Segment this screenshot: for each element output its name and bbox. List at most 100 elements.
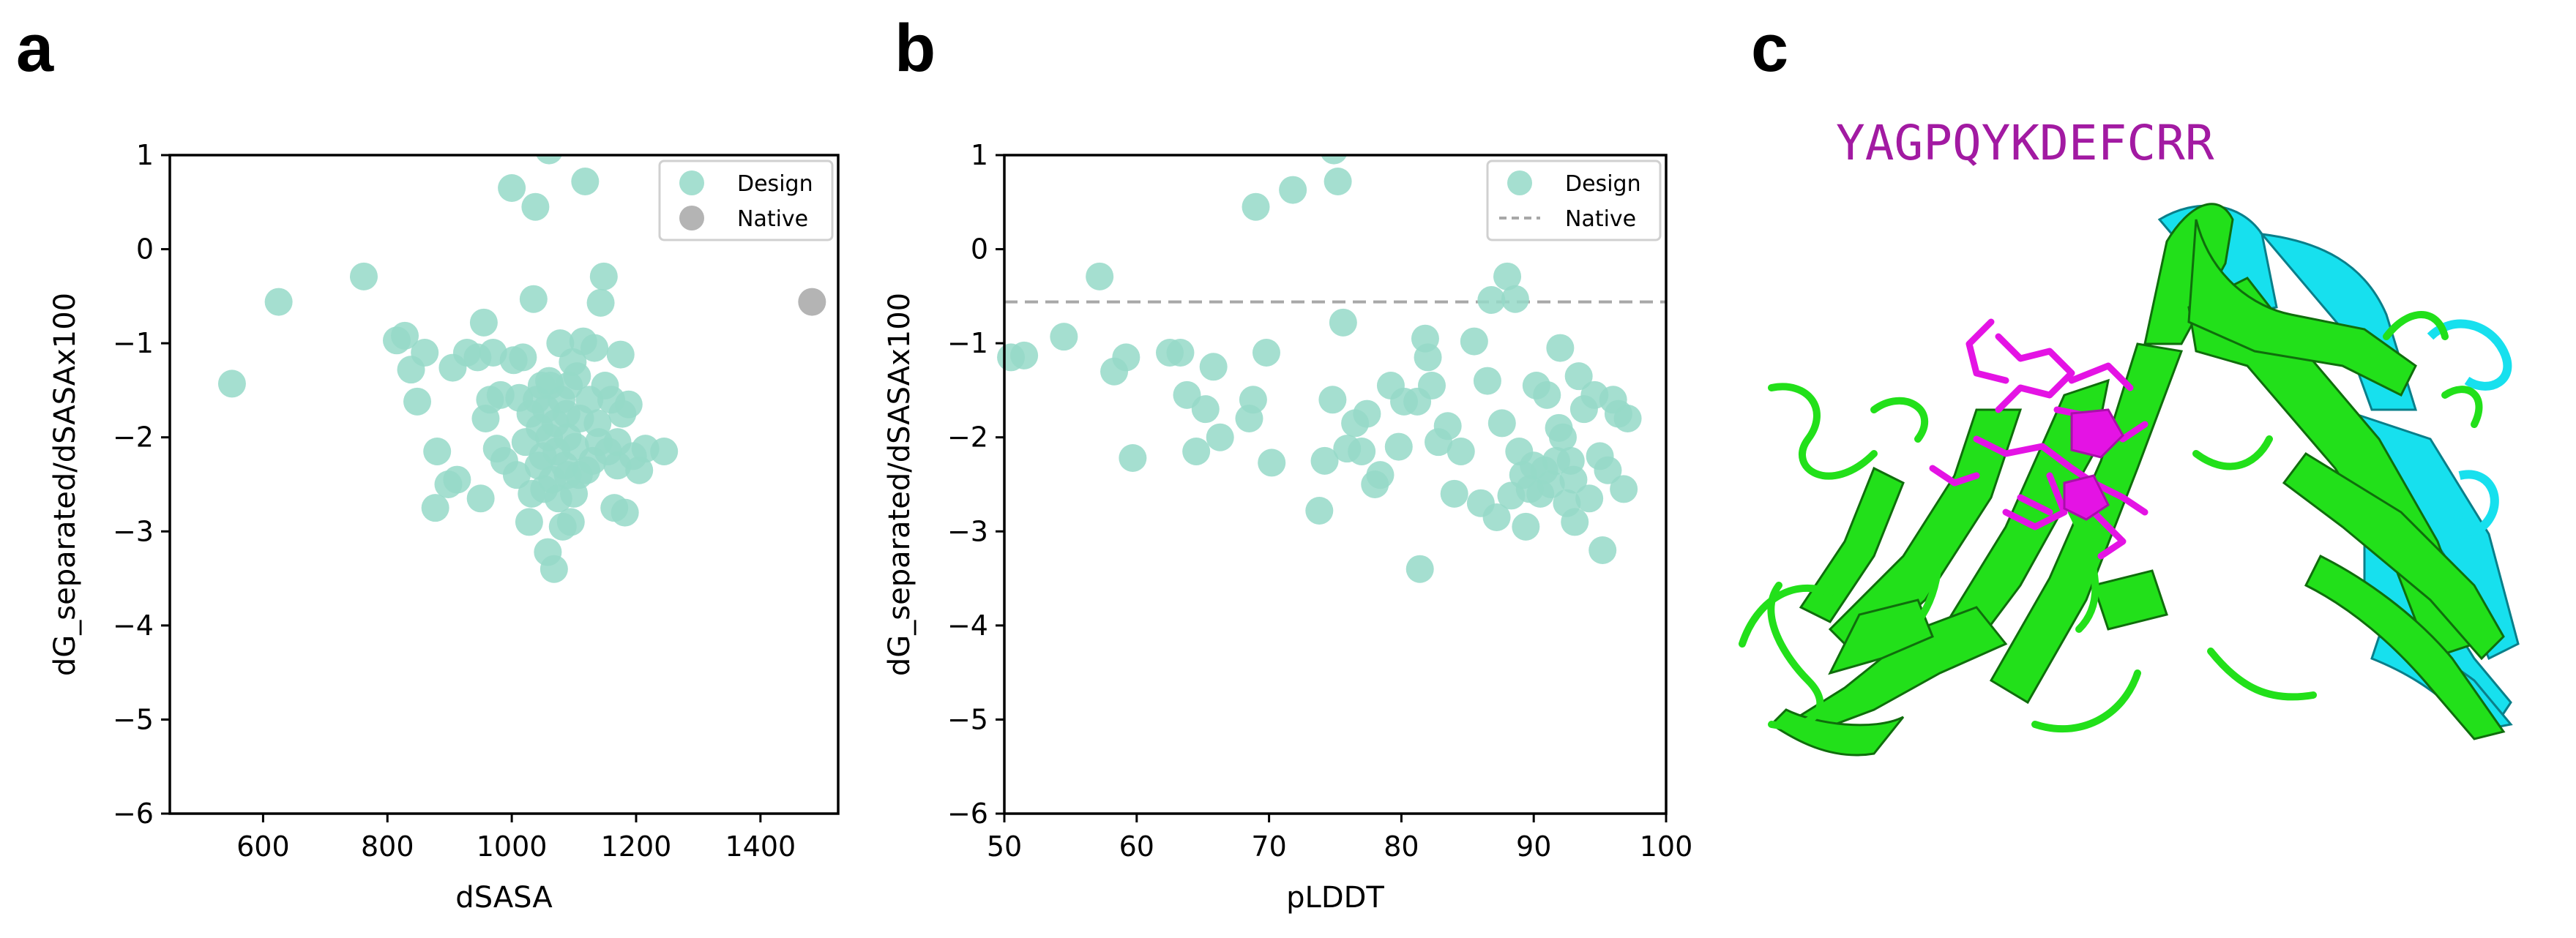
design-point (1112, 343, 1140, 372)
design-point (1417, 372, 1446, 399)
peptide-sequence: YAGPQYKDEFCRR (1836, 115, 2214, 171)
panel-label-a: a (16, 11, 54, 86)
design-point (1473, 367, 1501, 395)
design-point (217, 369, 246, 398)
design-point (1119, 444, 1147, 472)
legend-native-marker (679, 206, 704, 230)
y-tick-label: −5 (947, 703, 988, 735)
top-mask (975, 126, 1695, 155)
legend-native-label: Native (737, 206, 808, 232)
design-point (1279, 176, 1307, 204)
design-point (1258, 449, 1286, 477)
y-tick-label: −4 (947, 609, 988, 642)
design-point (403, 387, 432, 416)
design-point (1010, 341, 1039, 369)
design-point (563, 362, 591, 391)
legend-design-label: Design (737, 171, 813, 197)
x-tick-label: 90 (1516, 830, 1551, 863)
panel-label-b: b (895, 11, 936, 86)
design-point (553, 461, 582, 489)
design-point (535, 367, 564, 395)
x-tick-label: 800 (361, 830, 414, 863)
ligand-ring (2063, 408, 2124, 521)
design-point (1199, 353, 1228, 381)
chart-a: 600 800 1000 1200 1400 1 0 −1 −2 −3 −4 −5 −6 dSASA dG_… (48, 126, 867, 915)
axes-frame (1003, 154, 1668, 815)
ligand-sticks (1929, 318, 2148, 560)
protein-structure-image: YAGPQYKDEFCRR (1739, 115, 2520, 757)
design-point (1594, 456, 1622, 484)
y-tick-label: −6 (947, 798, 988, 830)
design-point (1561, 508, 1589, 536)
design-point (1305, 497, 1334, 525)
design-point (603, 428, 632, 457)
design-point (1588, 536, 1617, 564)
x-tick-label: 1200 (601, 830, 672, 863)
design-point (519, 285, 548, 313)
design-point (509, 343, 537, 372)
legend-native-label: Native (1565, 206, 1636, 232)
x-tick-label: 600 (236, 830, 290, 863)
x-axis-label: pLDDT (1286, 881, 1384, 915)
y-tick-label: −3 (947, 515, 988, 547)
design-point (1440, 479, 1468, 508)
design-point (515, 508, 543, 536)
design-point (1324, 168, 1352, 195)
y-tick-label: −2 (947, 421, 988, 454)
design-point (1533, 380, 1561, 409)
design-point (1086, 262, 1114, 290)
design-point (1310, 446, 1339, 475)
design-point (1613, 405, 1642, 432)
design-point (1206, 423, 1234, 451)
design-point (469, 308, 498, 337)
design-point (589, 262, 618, 290)
design-point (1239, 386, 1267, 414)
design-point (1366, 461, 1395, 489)
x-axis-label: dSASA (455, 881, 553, 915)
design-point (1242, 192, 1270, 221)
design-point (625, 456, 654, 484)
y-tick-label: −2 (113, 421, 154, 454)
design-point (1512, 512, 1540, 541)
y-axis-label: dG_separated/dSASAx100 (883, 293, 916, 676)
y-tick-label: 0 (136, 233, 154, 266)
design-point (1191, 395, 1220, 424)
design-point (1348, 438, 1376, 465)
design-point (521, 192, 550, 221)
legend: Design Native (1486, 160, 1662, 241)
design-point (502, 461, 531, 489)
y-tick-label: −5 (113, 703, 154, 735)
x-tick-label: 80 (1384, 830, 1419, 863)
design-point (498, 174, 526, 202)
design-point (606, 340, 635, 369)
design-point (421, 494, 449, 522)
x-tick-label: 60 (1119, 830, 1154, 863)
design-point (1460, 327, 1488, 356)
design-point (1610, 475, 1638, 503)
legend: Design Native (658, 160, 834, 241)
design-point (411, 339, 439, 367)
chart-b: 50 60 70 80 90 100 1 0 −1 −2 −3 −4 −5 −6 pLDDT dG_separ… (883, 126, 1695, 915)
top-mask (141, 126, 867, 155)
design-point (1353, 399, 1381, 428)
y-tick-label: −1 (947, 327, 988, 359)
design-point (264, 288, 293, 316)
design-point (556, 508, 585, 536)
design-point (391, 321, 419, 350)
y-axis-label: dG_separated/dSASAx100 (48, 293, 82, 676)
design-point (1575, 484, 1604, 513)
legend-design-label: Design (1565, 171, 1641, 197)
x-tick-label: 1400 (725, 830, 796, 863)
design-point (1477, 286, 1506, 314)
design-point (1405, 555, 1434, 583)
design-point (614, 390, 643, 419)
y-tick-label: −1 (113, 327, 154, 359)
design-point (1559, 465, 1588, 494)
design-point (1501, 285, 1529, 313)
design-point (423, 438, 452, 465)
legend-design-marker (679, 170, 704, 195)
design-point (1182, 438, 1211, 465)
legend-design-marker (1507, 170, 1532, 195)
design-point (586, 288, 615, 317)
